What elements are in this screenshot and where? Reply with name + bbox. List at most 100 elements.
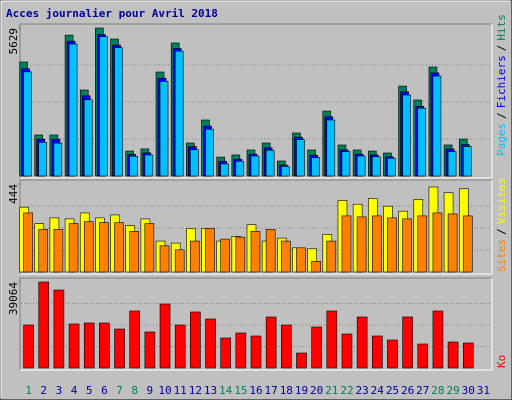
x-tick-label: 8 (131, 384, 138, 397)
bar (53, 142, 63, 177)
legend-separator: / (495, 112, 508, 119)
bar (326, 240, 337, 273)
chart-title: Acces journalier pour Avril 2018 (6, 7, 218, 20)
bar (311, 157, 320, 177)
bar (281, 166, 290, 177)
bar (129, 155, 139, 177)
bar (235, 332, 247, 369)
x-tick-label: 20 (310, 384, 323, 397)
bar (462, 215, 473, 273)
bar (311, 326, 322, 369)
bar (341, 333, 353, 369)
bar (53, 229, 64, 273)
legend-separator: / (495, 228, 508, 235)
bar (417, 215, 428, 273)
bar (281, 324, 292, 369)
bar (417, 343, 429, 369)
x-tick-label: 29 (446, 384, 459, 397)
bar (387, 217, 397, 273)
bar (190, 311, 201, 369)
bar (38, 281, 50, 369)
bar (68, 323, 80, 369)
bar (296, 139, 305, 177)
bar (447, 151, 457, 177)
bar (190, 149, 199, 177)
legend-entry: Hits (495, 14, 508, 41)
x-tick-label: 27 (416, 384, 429, 397)
legend-entry: Ko (495, 355, 508, 368)
bar (174, 324, 186, 369)
x-tick-label: 15 (234, 384, 247, 397)
bar (447, 213, 458, 273)
bar (174, 50, 184, 177)
bar (68, 223, 79, 273)
x-tick-label: 23 (356, 384, 369, 397)
legend: Ko (495, 355, 508, 368)
bar (417, 107, 427, 177)
bar (144, 154, 154, 177)
bar (326, 310, 338, 369)
x-tick-label: 13 (204, 384, 217, 397)
x-tick-label: 6 (101, 384, 108, 397)
bar (159, 81, 169, 177)
bar (235, 236, 246, 273)
bar (38, 142, 48, 177)
x-tick-label: 19 (295, 384, 308, 397)
bar (99, 222, 109, 273)
bar (296, 352, 307, 369)
bar (190, 240, 200, 273)
bar (432, 310, 444, 369)
bar (83, 221, 94, 273)
bar (402, 218, 412, 273)
bar (99, 322, 110, 369)
x-tick-label: 7 (116, 384, 123, 397)
x-tick-label: 17 (265, 384, 278, 397)
x-tick-label: 22 (340, 384, 353, 397)
legend: Sites / Visites (495, 178, 508, 272)
y-tick-label: 444 (7, 184, 20, 204)
x-tick-label: 11 (174, 384, 187, 397)
bar (462, 342, 474, 369)
bar (144, 331, 156, 369)
bar (114, 328, 125, 369)
bar (129, 310, 141, 369)
bar (220, 238, 230, 273)
bar (114, 47, 123, 177)
legend-separator: / (495, 45, 508, 52)
bar (83, 322, 95, 369)
bar (23, 212, 33, 273)
bar (326, 119, 336, 177)
x-tick-label: 25 (386, 384, 399, 397)
bar (356, 316, 368, 369)
bar (265, 316, 277, 369)
bar (159, 303, 171, 369)
bar (235, 160, 245, 177)
bar (432, 212, 443, 273)
bar (68, 43, 78, 177)
bar (356, 155, 366, 177)
bar (23, 324, 34, 369)
bar (281, 240, 291, 273)
bar (53, 289, 65, 369)
bar (129, 231, 140, 273)
bar (296, 247, 306, 273)
bar (447, 341, 459, 369)
x-tick-label: 21 (325, 384, 338, 397)
bar (23, 71, 32, 177)
x-tick-label: 4 (71, 384, 78, 397)
bar (205, 128, 214, 177)
bar (250, 155, 260, 177)
bar (205, 318, 216, 369)
bar (83, 99, 93, 177)
bar (402, 94, 411, 177)
bar (220, 163, 229, 177)
bar (311, 260, 321, 273)
bar (341, 215, 352, 273)
bar (402, 316, 413, 369)
x-tick-label: 2 (40, 384, 47, 397)
x-tick-label: 16 (249, 384, 262, 397)
legend: Pages / Fichiers / Hits (495, 14, 508, 156)
bar (356, 216, 367, 273)
bar (387, 339, 398, 369)
